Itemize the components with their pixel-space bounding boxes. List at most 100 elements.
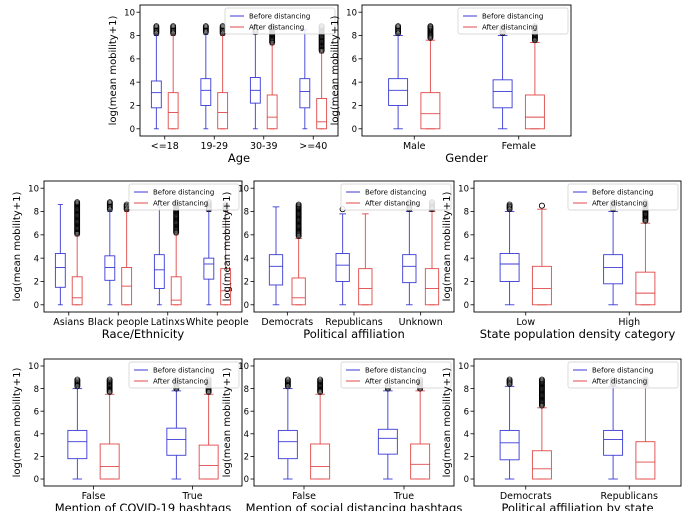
x-axis-label: Political affiliation xyxy=(303,327,405,341)
panel-statepol: 0 2 4 6 8 10 log(mean mobility+1) Political aff… xyxy=(442,358,682,511)
panel-density: 0 2 4 6 8 10 log(mean mobility+1) State populat… xyxy=(442,180,682,341)
y-tick-label: 10 xyxy=(346,8,357,18)
y-tick-label: 4 xyxy=(130,78,135,88)
x-tick-label: Low xyxy=(516,317,535,328)
y-tick-label: 4 xyxy=(464,430,469,440)
legend-before-label: Before distancing xyxy=(482,13,543,21)
before-box-unknown xyxy=(402,199,417,306)
y-tick-label: 6 xyxy=(34,407,39,417)
legend-before-label: Before distancing xyxy=(592,189,653,197)
y-tick-label: 2 xyxy=(464,453,469,463)
y-tick-label: 0 xyxy=(130,125,135,135)
outlier-point xyxy=(506,381,513,388)
x-axis-label: Age xyxy=(228,151,250,165)
x-tick-label: Female xyxy=(502,141,537,152)
iqr-box xyxy=(150,80,162,109)
x-axis-label: Mention of COVID-19 hashtags xyxy=(55,501,232,511)
iqr-box xyxy=(499,429,520,461)
iqr-box xyxy=(220,268,232,306)
outlier-point xyxy=(531,37,538,44)
x-tick-label: 30-39 xyxy=(250,141,278,152)
outlier-point xyxy=(506,206,513,213)
outlier-point xyxy=(427,34,434,41)
x-axis-label: Mention of social distancing hashtags xyxy=(246,501,463,511)
iqr-box xyxy=(531,265,552,306)
before-box-false xyxy=(67,376,88,480)
outlier-point xyxy=(74,230,81,237)
y-tick-label: 2 xyxy=(244,453,249,463)
outlier-point xyxy=(284,383,291,390)
before-box-republicans xyxy=(603,376,624,480)
legend: Before distancing After distancing xyxy=(340,183,452,211)
x-tick-label: Asians xyxy=(53,317,84,328)
iqr-box xyxy=(499,253,520,282)
outlier-point xyxy=(642,217,649,224)
before-box-asians xyxy=(54,204,66,306)
panel-gender: 0 2 4 6 8 10 log(mean mobility+1) Gender Male Fem… xyxy=(330,4,572,165)
before-box-democrats xyxy=(499,376,520,480)
axes-frame xyxy=(473,180,682,313)
legend: Before distancing After distancing xyxy=(567,361,679,389)
y-tick-label: 0 xyxy=(464,301,469,311)
legend-frame xyxy=(457,7,569,35)
legend-after-label: After distancing xyxy=(153,378,208,386)
outlier-point xyxy=(395,30,402,37)
before-box-high xyxy=(603,199,624,306)
iqr-box xyxy=(402,254,417,284)
after-box-false xyxy=(99,376,120,480)
before-box-republicans xyxy=(335,206,350,306)
outlier-point xyxy=(295,233,302,239)
outlier-point xyxy=(173,229,180,236)
y-tick-label: 6 xyxy=(244,407,249,417)
y-tick-label: 6 xyxy=(464,231,469,241)
iqr-box xyxy=(410,443,431,480)
outlier-point xyxy=(317,389,324,395)
legend-frame xyxy=(128,183,240,211)
y-tick-label: 4 xyxy=(464,254,469,264)
x-tick-label: Democrats xyxy=(261,317,313,328)
y-axis-label: log(mean mobility+1) xyxy=(442,192,453,302)
after-box-latinxs xyxy=(170,199,182,306)
after-box-false xyxy=(310,376,331,480)
legend-frame xyxy=(224,7,336,35)
x-tick-label: 19-29 xyxy=(200,141,228,152)
before-box-true xyxy=(377,383,398,480)
legend-frame xyxy=(567,183,679,211)
iqr-box xyxy=(316,98,328,130)
axes-frame xyxy=(139,4,339,137)
outlier-point xyxy=(318,47,325,54)
iqr-box xyxy=(358,268,373,306)
iqr-box xyxy=(377,428,398,455)
axes-frame xyxy=(253,358,455,487)
before-box-true xyxy=(166,376,187,480)
iqr-box xyxy=(198,444,219,480)
y-tick-label: 0 xyxy=(244,475,249,485)
y-axis-label: log(mean mobility+1) xyxy=(12,192,23,302)
iqr-box xyxy=(635,441,656,480)
legend-before-label: Before distancing xyxy=(153,367,214,375)
before-box-democrats xyxy=(268,206,284,306)
x-tick-label: High xyxy=(618,317,640,328)
after-box-low xyxy=(531,202,552,306)
iqr-box xyxy=(166,427,187,456)
x-axis-label: Gender xyxy=(445,151,488,165)
after-box--40 xyxy=(316,23,328,130)
outlier-point xyxy=(205,389,212,395)
iqr-box xyxy=(217,92,229,130)
after-box-democrats xyxy=(531,376,552,480)
iqr-box xyxy=(388,78,409,106)
x-tick-label: False xyxy=(82,491,106,502)
y-tick-label: 10 xyxy=(238,362,249,372)
after-box-black-people xyxy=(121,201,133,306)
y-tick-label: 10 xyxy=(238,184,249,194)
iqr-box xyxy=(424,268,440,306)
legend: Before distancing After distancing xyxy=(340,361,452,389)
before-box-black-people xyxy=(104,199,116,306)
outlier-point xyxy=(538,202,545,209)
legend-frame xyxy=(340,183,452,211)
y-tick-label: 8 xyxy=(352,32,357,42)
after-box--18 xyxy=(167,23,179,130)
x-tick-label: White people xyxy=(186,317,249,328)
x-axis-label: State population density category xyxy=(480,327,676,341)
